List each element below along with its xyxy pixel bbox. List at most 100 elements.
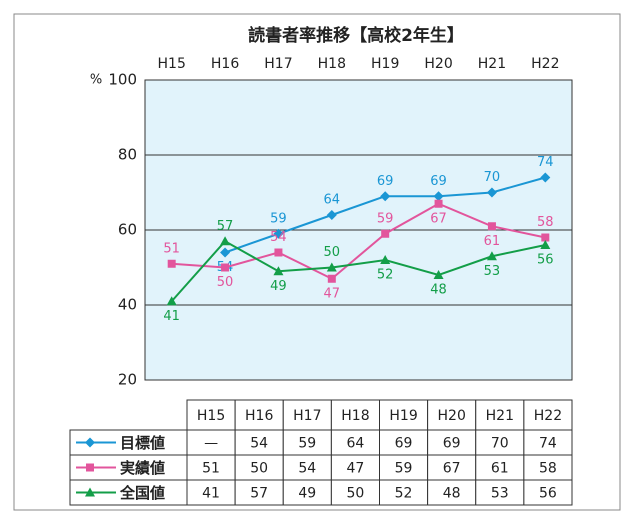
data-label: 56 (537, 253, 554, 268)
table-value: 41 (202, 486, 220, 502)
data-point (541, 233, 550, 242)
data-label: 57 (217, 219, 234, 234)
table-value: 59 (298, 436, 316, 452)
data-point (220, 247, 231, 258)
table-value: 48 (443, 486, 461, 502)
table-value: 49 (298, 486, 316, 502)
table-value: 58 (539, 461, 557, 477)
table-header-cell (330, 399, 380, 431)
data-point (433, 270, 444, 279)
table-value: 70 (491, 436, 509, 452)
table-value: 50 (250, 461, 268, 477)
data-label: 67 (430, 211, 447, 226)
table-header-cell (234, 399, 284, 431)
table-value: 57 (250, 486, 268, 502)
data-label: 64 (324, 193, 341, 208)
x-tick-label: H15 (158, 56, 186, 72)
table-cell (523, 479, 573, 506)
legend-marker (85, 487, 95, 497)
data-point (220, 236, 231, 246)
data-point (327, 274, 336, 283)
data-label: 48 (430, 283, 447, 298)
x-tick-label: H18 (318, 56, 346, 72)
y-tick-label: 40 (118, 296, 137, 314)
chart-title: 読書者率推移【高校2年生】 (248, 25, 464, 46)
table-cell (427, 479, 477, 506)
table-header: H21 (486, 408, 514, 424)
data-point (381, 229, 390, 238)
legend-marker (85, 437, 95, 448)
table-header: H22 (534, 408, 562, 424)
data-label: 47 (324, 286, 341, 301)
table-header-cell (379, 399, 429, 431)
table-header: H18 (341, 408, 369, 424)
table-cell (186, 429, 236, 456)
data-point (274, 248, 283, 257)
series-line (170, 239, 546, 302)
x-tick-label: H22 (531, 56, 559, 72)
table-value: 69 (395, 436, 413, 452)
table-value: 64 (347, 436, 365, 452)
data-point (326, 262, 337, 272)
data-point (273, 266, 284, 276)
table-value: 69 (443, 436, 461, 452)
data-point (273, 228, 284, 239)
table-header: H15 (197, 408, 225, 424)
table-header-cell (186, 399, 236, 431)
table-header: H17 (293, 408, 321, 424)
table-value: 47 (347, 461, 365, 477)
table-cell (234, 479, 284, 506)
data-point (486, 251, 497, 261)
data-point (380, 191, 391, 202)
data-label: 59 (270, 211, 287, 226)
data-label: 74 (537, 155, 554, 170)
table-cell (330, 429, 380, 456)
data-point (326, 210, 337, 220)
data-label: 41 (163, 309, 180, 324)
table-header-cell (282, 399, 332, 431)
table-value: — (204, 436, 218, 452)
data-point (434, 199, 443, 208)
table-cell (282, 429, 332, 456)
data-label: 70 (484, 170, 501, 185)
y-tick-label: 100 (108, 71, 137, 89)
table-value: 53 (491, 486, 509, 502)
table-value: 61 (491, 461, 509, 477)
x-tick-label: H16 (211, 56, 239, 72)
data-label: 58 (537, 215, 554, 230)
table-value: 52 (395, 486, 413, 502)
data-point (540, 172, 551, 183)
data-point (221, 263, 230, 272)
x-tick-label: H20 (424, 56, 452, 72)
table-cell (379, 479, 429, 506)
legend-marker (86, 463, 94, 472)
y-axis-label: % (90, 73, 102, 88)
data-point (540, 240, 551, 249)
data-label: 54 (270, 230, 287, 245)
y-tick-label: 80 (118, 146, 137, 164)
table-header: H20 (438, 408, 466, 424)
table-header: H16 (245, 408, 273, 424)
data-point (433, 191, 444, 202)
x-tick-label: H21 (478, 56, 506, 72)
data-point (486, 187, 497, 198)
data-label: 50 (324, 245, 341, 260)
y-tick-label: 20 (118, 371, 137, 389)
table-cell (282, 454, 332, 481)
table-value: 67 (443, 461, 461, 477)
table-value: 59 (395, 461, 413, 477)
data-point (487, 222, 496, 231)
table-cell (330, 454, 380, 481)
table-value: 54 (298, 461, 316, 477)
data-point (380, 255, 391, 264)
data-point (166, 296, 177, 306)
x-tick-label: H19 (371, 56, 399, 72)
table-cell (523, 454, 573, 481)
data-label: 69 (377, 174, 394, 189)
table-cell (330, 479, 380, 506)
data-table: H15 H16 H17 H18 H19 H20 H21 H22 目標値 — 54 59 64 69 69 70… (69, 399, 573, 506)
data-point (167, 259, 176, 268)
data-label: 49 (270, 279, 287, 294)
data-label: 52 (377, 268, 394, 283)
